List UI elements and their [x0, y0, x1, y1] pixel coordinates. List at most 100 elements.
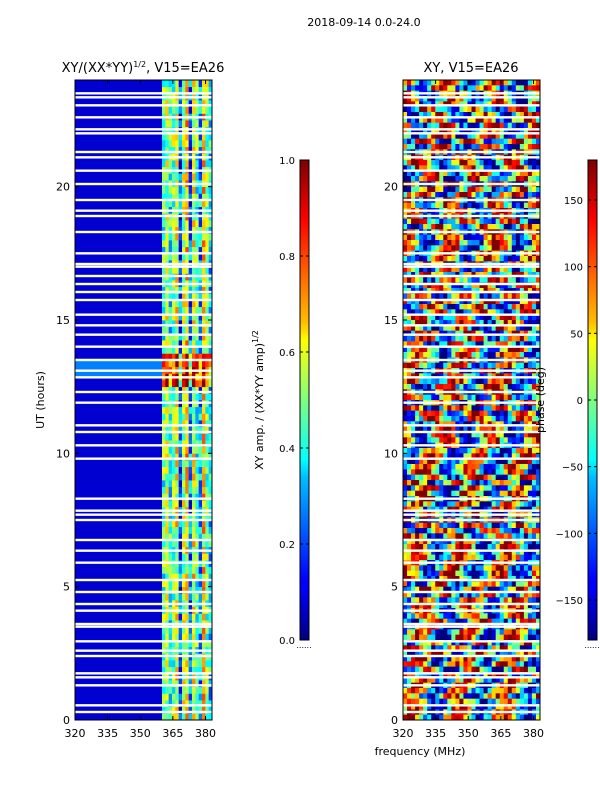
phase-cell	[455, 533, 460, 540]
amplitude-cell	[165, 533, 170, 541]
phase-cell	[487, 533, 493, 540]
amplitude-cell	[171, 380, 176, 388]
amplitude-cell	[178, 566, 183, 574]
amplitude-cell	[171, 553, 176, 561]
amplitude-cell	[191, 513, 196, 521]
phase-cell	[515, 133, 521, 140]
phase-cell	[427, 405, 432, 412]
amplitude-cell	[198, 360, 203, 368]
phase-cell	[431, 522, 436, 529]
phase-cell	[407, 464, 412, 470]
phase-cell	[419, 480, 424, 486]
phase-cell	[519, 144, 525, 150]
phase-cell	[507, 304, 513, 310]
amplitude-strong-row	[75, 358, 162, 378]
amplitude-cell	[188, 533, 193, 541]
amplitude-cell	[181, 286, 186, 294]
phase-cell	[427, 80, 432, 86]
phase-cell	[471, 533, 476, 540]
phase-cell	[435, 352, 440, 358]
phase-cell	[495, 432, 501, 438]
phase-cell	[511, 133, 517, 140]
amplitude-cell	[195, 266, 200, 274]
phase-cell	[471, 528, 476, 534]
amplitude-cell	[202, 386, 206, 394]
phase-cell	[535, 325, 541, 332]
phase-cell	[507, 448, 513, 454]
phase-cell	[455, 314, 460, 321]
phase-cell	[451, 202, 456, 209]
amplitude-cell	[161, 460, 166, 468]
amplitude-cell	[198, 300, 203, 308]
phase-cell	[451, 106, 456, 113]
phase-cell	[515, 565, 521, 572]
phase-cell	[499, 117, 505, 124]
phase-cell	[463, 192, 468, 198]
amplitude-cell	[202, 340, 206, 348]
phase-cell	[515, 613, 521, 620]
phase-cell	[411, 192, 416, 198]
phase-cell	[527, 277, 533, 284]
phase-cell	[511, 122, 517, 129]
phase-cell	[403, 218, 408, 225]
phase-cell	[447, 474, 452, 481]
phase-cell	[463, 437, 468, 444]
phase-cell	[483, 117, 489, 124]
phase-cell	[491, 597, 497, 604]
amplitude-cell	[202, 700, 206, 708]
amplitude-cell	[185, 320, 190, 328]
amplitude-cell	[205, 240, 210, 248]
amplitude-cell	[175, 580, 180, 588]
phase-cell	[403, 245, 408, 252]
phase-cell	[447, 266, 452, 273]
phase-cell	[459, 170, 464, 177]
amplitude-cell	[208, 226, 213, 234]
phase-cell	[459, 320, 464, 326]
phase-cell	[415, 480, 420, 486]
phase-cell	[531, 170, 537, 177]
amplitude-cell	[181, 306, 186, 314]
phase-cell	[403, 581, 408, 588]
amplitude-cell	[185, 440, 190, 448]
amplitude-flag-gap	[75, 252, 212, 255]
phase-cell	[459, 346, 464, 353]
phase-cell	[407, 202, 412, 209]
phase-cell	[511, 218, 517, 225]
phase-cell	[471, 394, 476, 401]
phase-cell	[523, 218, 529, 225]
amplitude-cell	[185, 326, 190, 334]
phase-cell	[447, 581, 452, 588]
phase-cell	[415, 85, 420, 92]
amplitude-cell	[178, 320, 183, 328]
phase-cell	[479, 533, 484, 540]
phase-cell	[499, 426, 505, 433]
phase-cell	[439, 362, 444, 369]
phase-cell	[523, 266, 529, 273]
phase-cell	[451, 128, 456, 134]
amplitude-cell	[165, 313, 170, 321]
amplitude-cell	[181, 173, 186, 181]
amplitude-cell	[178, 700, 183, 708]
amplitude-cell	[181, 240, 186, 248]
phase-cell	[527, 112, 533, 118]
phase-cell	[419, 320, 424, 326]
phase-cell	[487, 309, 493, 316]
amplitude-cell	[191, 440, 196, 448]
phase-cell	[479, 346, 484, 353]
amplitude-cell	[165, 246, 170, 254]
phase-cell	[479, 464, 484, 470]
phase-cell	[455, 266, 460, 273]
phase-cell	[491, 474, 497, 481]
phase-cell	[519, 432, 525, 438]
phase-cell	[531, 544, 537, 550]
amplitude-cell	[202, 80, 206, 88]
phase-cell	[499, 394, 505, 401]
phase-cell	[507, 362, 513, 369]
phase-cell	[407, 565, 412, 572]
phase-cell	[467, 384, 472, 390]
phase-cell	[511, 474, 517, 481]
amplitude-cell	[208, 286, 213, 294]
amplitude-cell	[202, 320, 206, 328]
amplitude-cell	[185, 433, 190, 441]
phase-cell	[499, 570, 505, 577]
